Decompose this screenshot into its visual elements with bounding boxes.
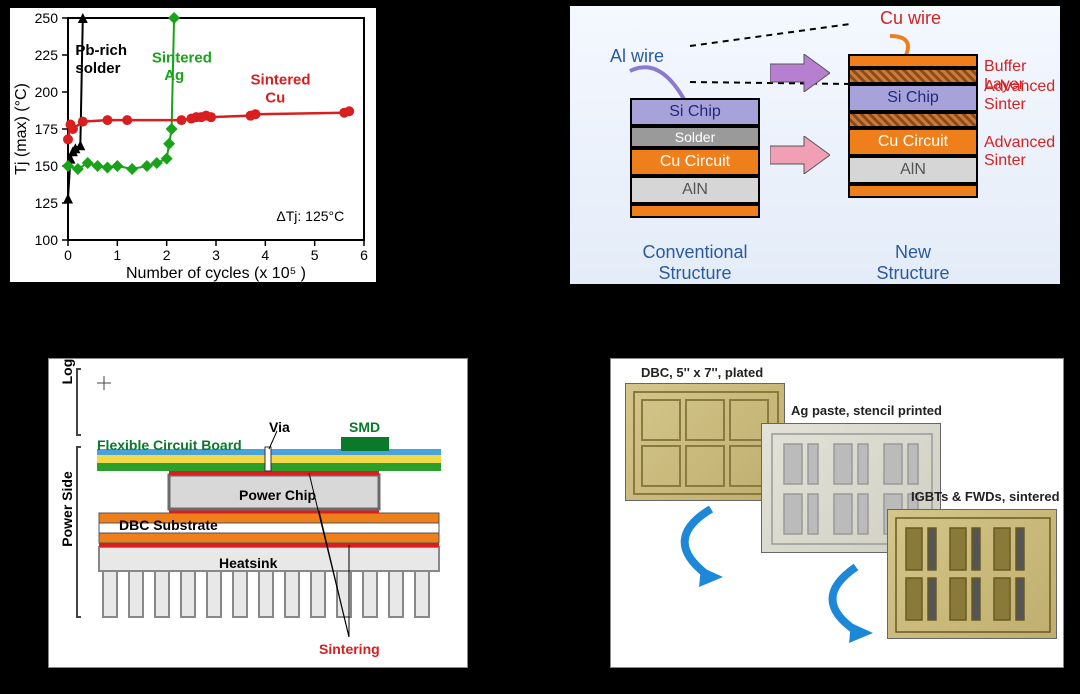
structure-diagram-panel: Al wire Cu wire Si ChipSolderCu CircuitA… (570, 6, 1060, 284)
svg-text:100: 100 (35, 232, 59, 248)
heatsink-label: Heatsink (219, 555, 277, 571)
layer-cu-circuit: Cu Circuit (630, 148, 760, 176)
arrow-bottom-icon (770, 136, 830, 174)
svg-text:solder: solder (75, 60, 120, 77)
svg-text:125: 125 (35, 195, 59, 211)
layer-cu-circuit: Cu Circuit (848, 128, 978, 156)
svg-text:4: 4 (261, 247, 269, 263)
svg-text:250: 250 (35, 10, 59, 26)
ag-paste-photo-label: Ag paste, stencil printed (791, 403, 942, 418)
layer-cu (630, 204, 760, 218)
svg-text:ΔTj: 125°C: ΔTj: 125°C (276, 208, 344, 224)
layer-cu (848, 184, 978, 198)
via-label: Via (269, 419, 290, 435)
layer-solder: Solder (630, 126, 760, 148)
svg-text:0: 0 (64, 247, 72, 263)
svg-text:175: 175 (35, 121, 59, 137)
process-arrow-1-icon (651, 499, 771, 589)
power-side-label: Power Side (59, 439, 75, 579)
svg-text:Pb-rich: Pb-rich (75, 42, 127, 59)
layer-si-chip: Si Chip (848, 84, 978, 112)
layer-aln: AlN (630, 176, 760, 204)
svg-text:3: 3 (212, 247, 220, 263)
layer-cu (848, 54, 978, 68)
svg-text:Ag: Ag (164, 67, 184, 84)
dbc-photo-label: DBC, 5'' x 7'', plated (641, 365, 763, 380)
cross-section-svg (49, 359, 469, 669)
layer-aln: AlN (848, 156, 978, 184)
process-arrow-2-icon (801, 559, 921, 649)
svg-text:5: 5 (311, 247, 319, 263)
svg-text:Cu: Cu (265, 89, 285, 106)
svg-text:Sintered: Sintered (152, 49, 212, 66)
layer-si-chip: Si Chip (630, 98, 760, 126)
conventional-stack: Si ChipSolderCu CircuitAlN (630, 98, 760, 218)
layer-sinter (848, 68, 978, 84)
flex-label: Flexible Circuit Board (97, 437, 242, 453)
arrow-top-icon (770, 54, 830, 92)
svg-text:1: 1 (113, 247, 121, 263)
al-wire-label: Al wire (610, 46, 664, 67)
igbt-photo-label: IGBTs & FWDs, sintered (911, 489, 1060, 504)
new-caption: NewStructure (848, 242, 978, 284)
advanced-sinter-label-1: Advanced Sinter (984, 78, 1060, 114)
advanced-sinter-label-2: Advanced Sinter (984, 134, 1060, 170)
svg-text:Tj (max) (°C): Tj (max) (°C) (13, 83, 30, 175)
svg-text:200: 200 (35, 84, 59, 100)
logic-side-label: Logic Side (59, 309, 75, 389)
new-stack: Si Chip Cu CircuitAlN (848, 54, 978, 198)
cu-wire-label: Cu wire (880, 8, 941, 29)
svg-text:Number of cycles (x 10⁵ ): Number of cycles (x 10⁵ ) (126, 265, 306, 282)
dbc-label: DBC Substrate (119, 517, 218, 533)
svg-text:225: 225 (35, 47, 59, 63)
svg-text:Sintered: Sintered (251, 72, 311, 89)
conventional-caption: ConventionalStructure (630, 242, 760, 284)
chart-panel: 0 1 2 3 4 5 6 100 125 150 175 200 225 250 Number of cy… (8, 6, 378, 284)
cross-section-panel: Logic Side Power Side Flexible Circuit B… (48, 358, 468, 668)
svg-text:2: 2 (163, 247, 171, 263)
svg-text:150: 150 (35, 158, 59, 174)
smd-label: SMD (349, 419, 380, 435)
tj-cycles-chart: 0 1 2 3 4 5 6 100 125 150 175 200 225 250 Number of cy… (10, 8, 376, 282)
layer-sinter (848, 112, 978, 128)
svg-text:6: 6 (360, 247, 368, 263)
power-chip-label: Power Chip (239, 487, 316, 503)
process-photos-panel: DBC, 5'' x 7'', plated Ag paste, stencil… (610, 358, 1064, 668)
sintering-label: Sintering (319, 641, 380, 657)
